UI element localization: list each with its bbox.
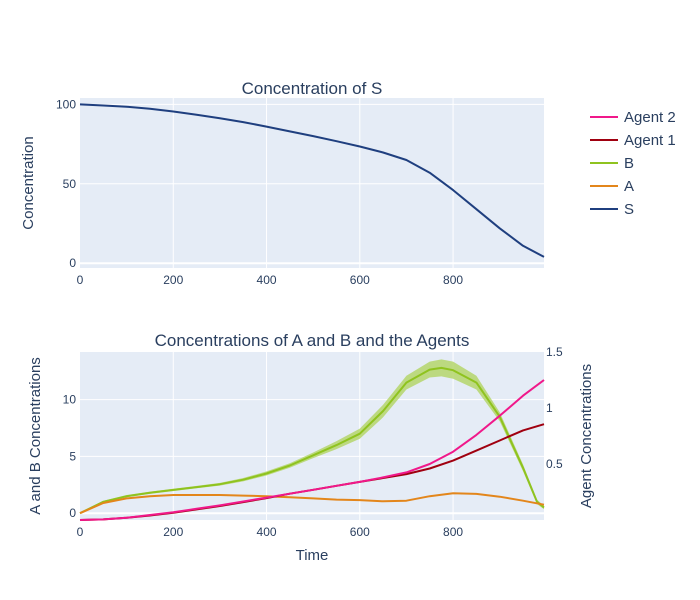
- x-tick-label: 600: [350, 273, 370, 287]
- y-tick-label: 5: [69, 449, 76, 463]
- y2-tick-label: 0.5: [546, 457, 563, 471]
- legend-item-s[interactable]: S: [590, 201, 634, 218]
- top-y-axis-title: Concentration: [20, 136, 37, 229]
- series-line-agent-2: [79, 379, 545, 521]
- x-tick-label: 400: [257, 525, 277, 539]
- bottom-y-ticks: 0 5 10: [63, 393, 77, 521]
- y-tick-label: 10: [63, 393, 77, 407]
- bottom-x-axis-title: Time: [296, 547, 329, 564]
- top-series-layer: [79, 103, 545, 258]
- legend-label: Agent 2: [624, 109, 676, 126]
- legend-label: A: [624, 178, 634, 195]
- y-tick-label: 0: [69, 506, 76, 520]
- series-line-b: [79, 366, 545, 515]
- x-tick-label: 200: [163, 525, 183, 539]
- top-x-ticks: 0 200 400 600 800: [77, 273, 464, 287]
- series-line-a: [79, 492, 545, 515]
- legend-label: S: [624, 201, 634, 218]
- y2-tick-label: 1: [546, 401, 553, 415]
- legend-label: B: [624, 155, 634, 172]
- y-tick-label: 50: [63, 177, 77, 191]
- bottom-y-axis-title: A and B Concentrations: [27, 357, 44, 515]
- bottom-y2-axis-title: Agent Concentrations: [578, 364, 595, 508]
- legend-item-agent-1[interactable]: Agent 1: [590, 132, 676, 149]
- legend-item-a[interactable]: A: [590, 178, 634, 195]
- x-tick-label: 0: [77, 273, 84, 287]
- legend[interactable]: Agent 2 Agent 1 BAS: [590, 109, 676, 218]
- x-tick-label: 200: [163, 273, 183, 287]
- x-tick-label: 800: [443, 525, 463, 539]
- bottom-y2-ticks: 0.5 1 1.5: [546, 345, 563, 471]
- y-tick-label: 100: [56, 97, 76, 111]
- bottom-series-layer: [79, 359, 545, 521]
- bottom-x-ticks: 0 200 400 600 800: [77, 525, 464, 539]
- top-y-ticks: 0 50 100: [56, 97, 76, 270]
- x-tick-label: 0: [77, 525, 84, 539]
- top-plot-background: [80, 98, 544, 268]
- bottom-chart-title: Concentrations of A and B and the Agents: [155, 331, 470, 350]
- y2-tick-label: 1.5: [546, 345, 563, 359]
- legend-item-agent-2[interactable]: Agent 2: [590, 109, 676, 126]
- y-tick-label: 0: [69, 256, 76, 270]
- legend-label: Agent 1: [624, 132, 676, 149]
- series-line-s: [79, 103, 545, 258]
- x-tick-label: 600: [350, 525, 370, 539]
- x-tick-label: 800: [443, 273, 463, 287]
- legend-item-b[interactable]: B: [590, 155, 634, 172]
- x-tick-label: 400: [257, 273, 277, 287]
- bottom-subplot: 0 200 400 600 800 0 5 10 0.5 1 1.5 Concentration…: [27, 331, 595, 564]
- top-chart-title: Concentration of S: [242, 79, 383, 98]
